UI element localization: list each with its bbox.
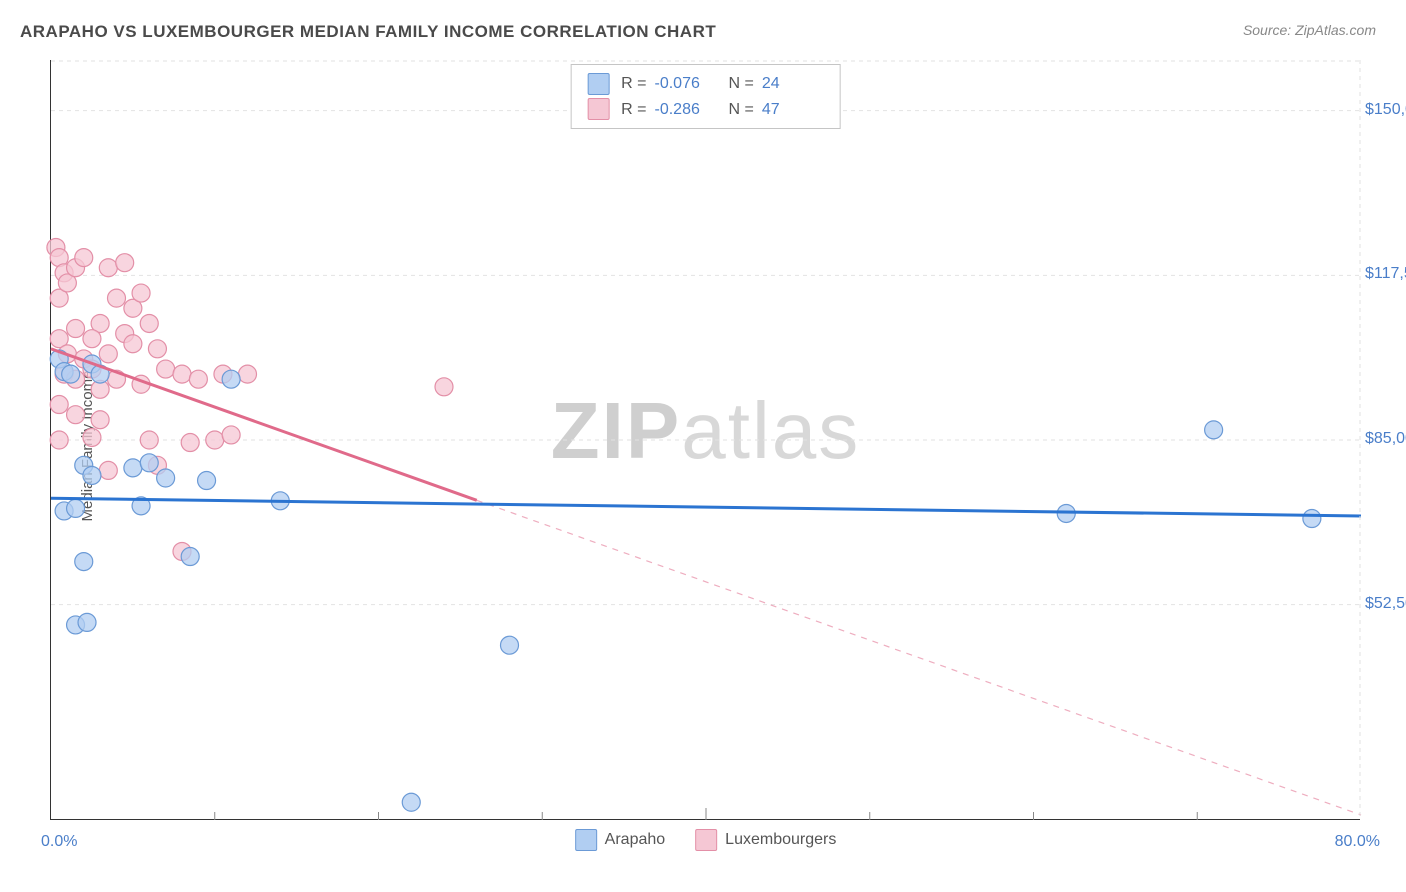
n-value-arapaho: 24 xyxy=(762,71,824,97)
chart-title: ARAPAHO VS LUXEMBOURGER MEDIAN FAMILY IN… xyxy=(20,22,716,42)
x-tick-max: 80.0% xyxy=(1335,833,1380,851)
x-tick-min: 0.0% xyxy=(41,833,77,851)
legend-item-arapaho: Arapaho xyxy=(575,829,666,851)
r-value-lux: -0.286 xyxy=(655,97,717,123)
legend-label-arapaho: Arapaho xyxy=(605,831,666,849)
plot-area: ZIPatlas R = -0.076 N = 24 R = -0.286 N … xyxy=(50,60,1360,820)
n-label-lux: N = xyxy=(729,97,754,123)
swatch-arapaho-bottom xyxy=(575,829,597,851)
legend-label-lux: Luxembourgers xyxy=(725,831,836,849)
y-tick-label: $150,000 xyxy=(1365,101,1406,119)
r-label-lux: R = xyxy=(621,97,646,123)
swatch-arapaho xyxy=(587,73,609,95)
swatch-lux xyxy=(587,98,609,120)
chart-container: ARAPAHO VS LUXEMBOURGER MEDIAN FAMILY IN… xyxy=(0,0,1406,892)
r-value-arapaho: -0.076 xyxy=(655,71,717,97)
series-legend: Arapaho Luxembourgers xyxy=(575,829,837,851)
y-tick-label: $117,500 xyxy=(1365,265,1406,283)
n-value-lux: 47 xyxy=(762,97,824,123)
correlation-legend: R = -0.076 N = 24 R = -0.286 N = 47 xyxy=(570,64,841,129)
swatch-lux-bottom xyxy=(695,829,717,851)
r-label-arapaho: R = xyxy=(621,71,646,97)
y-tick-label: $85,000 xyxy=(1365,430,1406,448)
n-label-arapaho: N = xyxy=(729,71,754,97)
source-label: Source: ZipAtlas.com xyxy=(1243,22,1376,38)
chart-svg xyxy=(51,60,1361,820)
legend-row-arapaho: R = -0.076 N = 24 xyxy=(587,71,824,97)
y-tick-label: $52,500 xyxy=(1365,595,1406,613)
legend-item-lux: Luxembourgers xyxy=(695,829,836,851)
legend-row-lux: R = -0.286 N = 47 xyxy=(587,97,824,123)
